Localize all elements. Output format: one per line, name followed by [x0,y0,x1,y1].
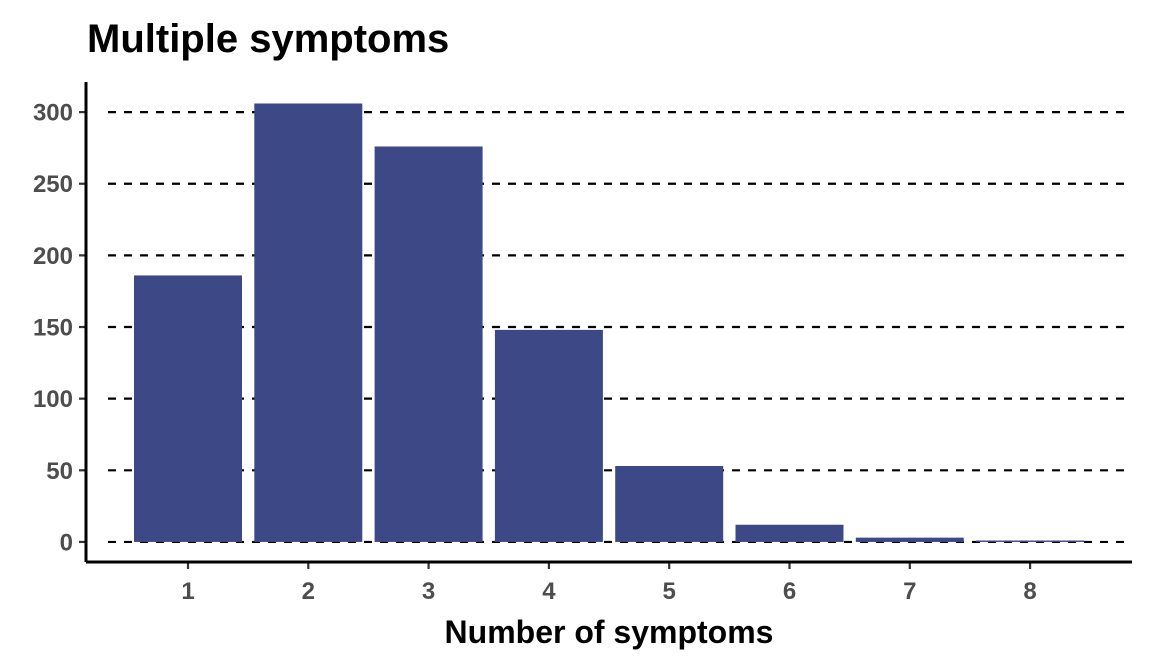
x-axis-title: Number of symptoms [445,614,774,650]
x-axis-ticks: 1 2 3 4 5 6 7 8 [181,562,1037,605]
bar [494,329,603,542]
y-tick-label: 0 [60,529,73,556]
y-tick-label: 250 [33,171,73,198]
bar [254,103,363,542]
bar [976,540,1085,542]
bar [134,275,242,542]
bars [134,103,1085,542]
bar [735,524,844,542]
x-tick-label: 6 [783,578,796,605]
y-axis-ticks: 0 50 100 150 200 250 300 [33,100,86,556]
x-tick-label: 3 [422,578,435,605]
x-tick-label: 1 [181,578,194,605]
y-tick-label: 200 [33,243,73,270]
y-tick-label: 100 [33,386,73,413]
y-tick-label: 300 [33,100,73,127]
y-tick-label: 50 [46,458,73,485]
x-tick-label: 8 [1023,578,1036,605]
y-tick-label: 150 [33,315,73,342]
x-tick-label: 2 [302,578,315,605]
x-tick-label: 4 [542,578,556,605]
x-tick-label: 7 [903,578,916,605]
bar [615,466,724,542]
bar [855,537,964,542]
chart-title: Multiple symptoms [87,17,449,61]
bar [374,146,483,542]
x-tick-label: 5 [663,578,676,605]
